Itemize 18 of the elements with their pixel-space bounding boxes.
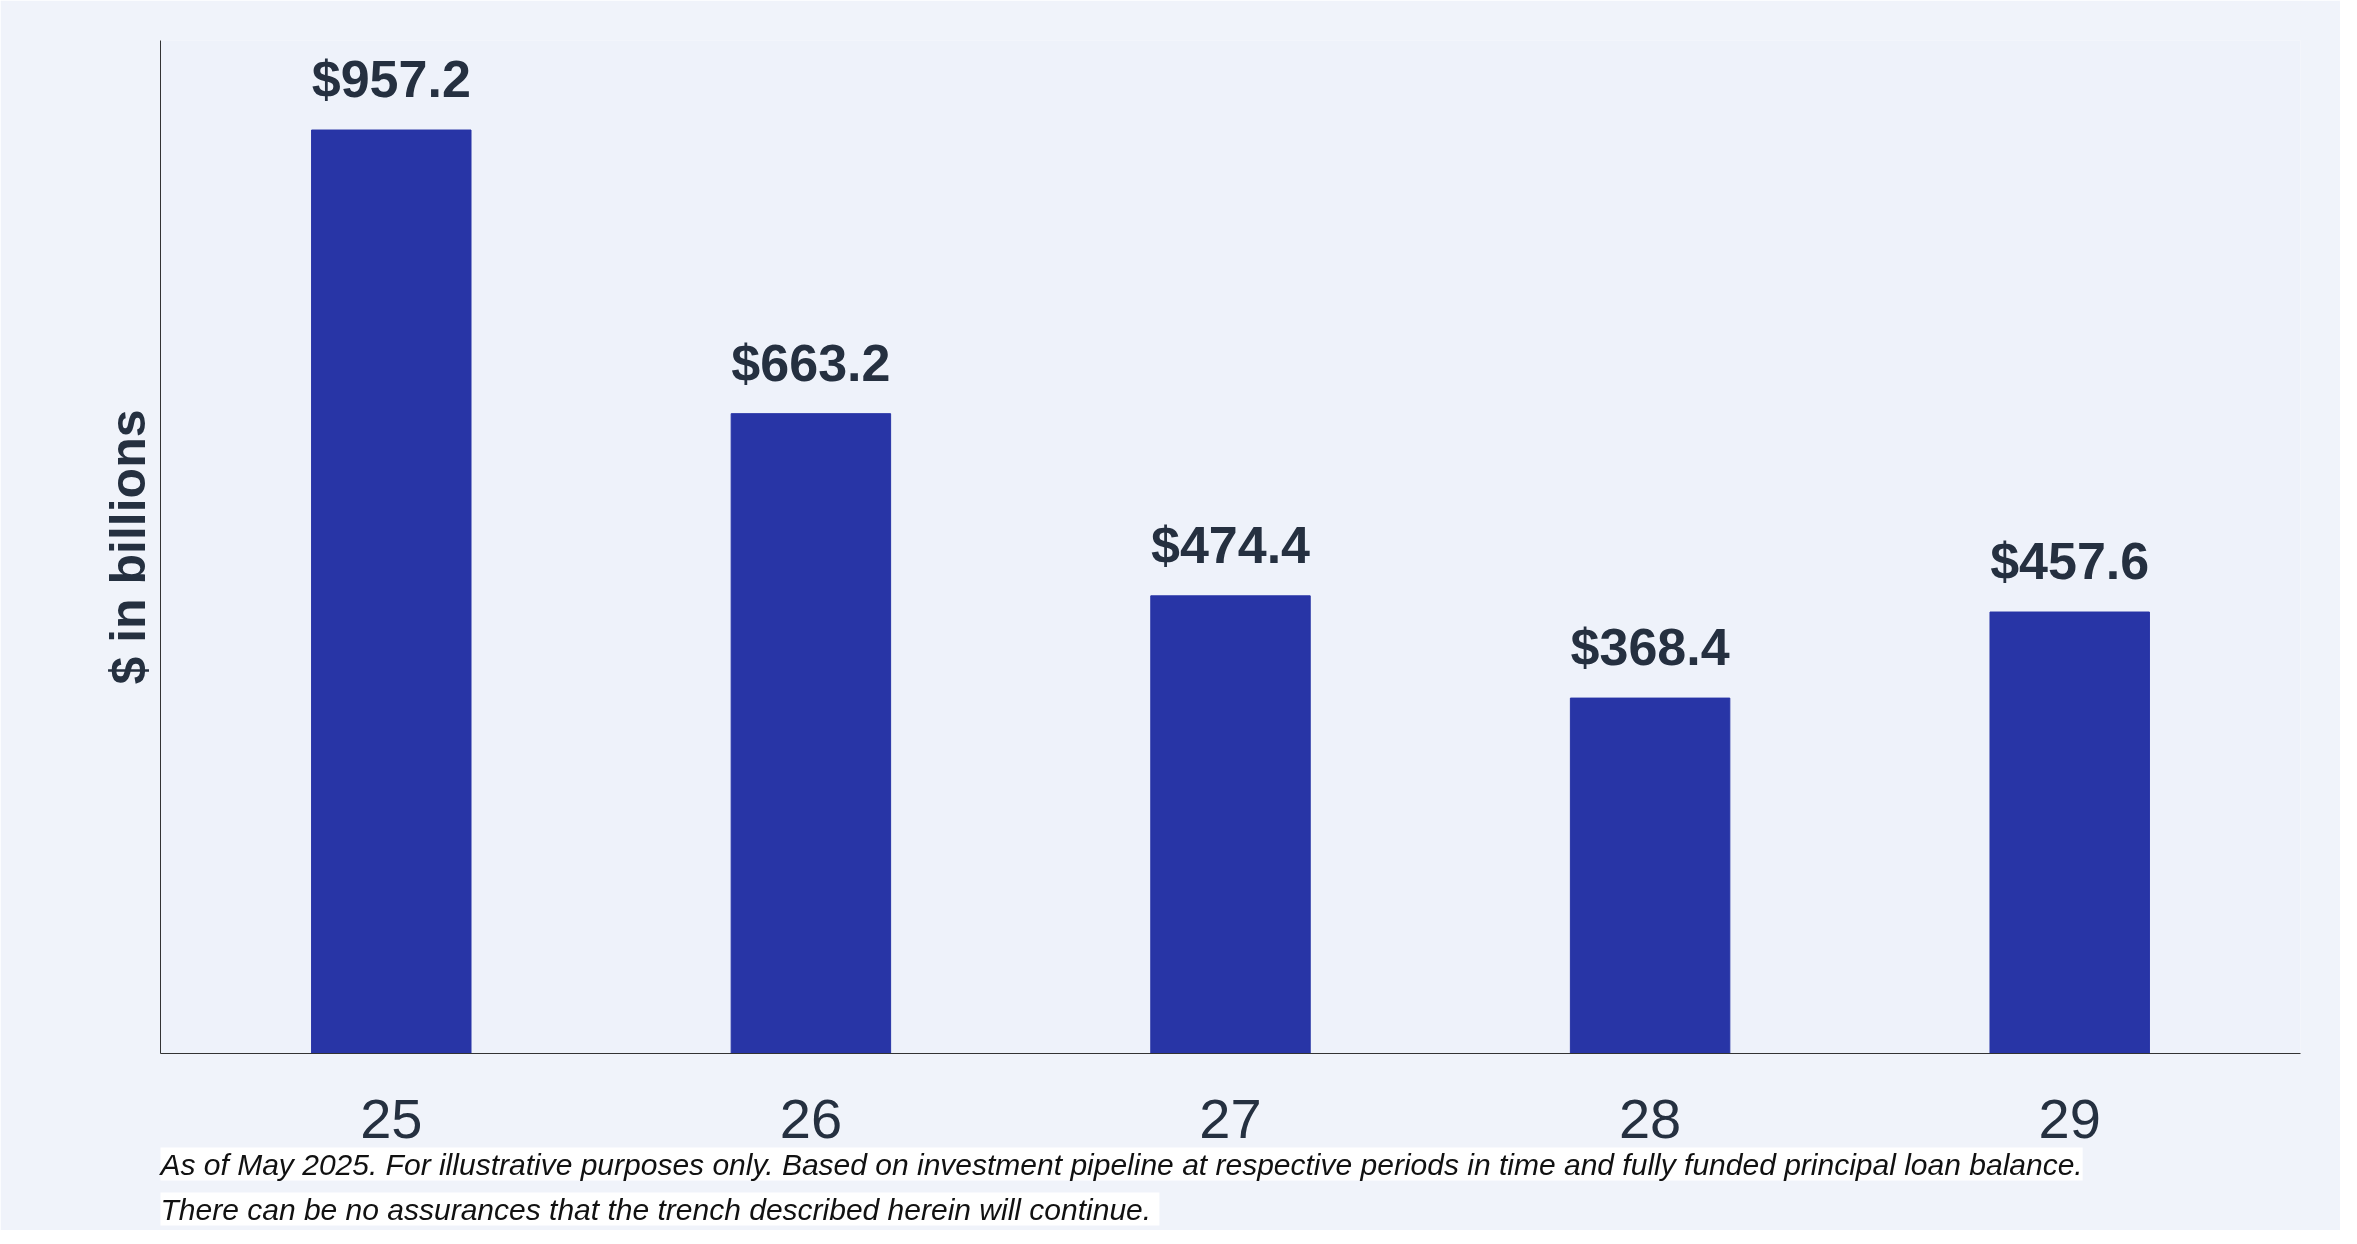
bar: [730, 413, 892, 1054]
bar: [311, 129, 472, 1054]
data-label: $457.6: [1990, 532, 2150, 591]
bar: [1989, 611, 2150, 1054]
text: There can be no assurances that the trench described herein will continue.: [160, 1192, 1152, 1226]
bar: [1150, 595, 1311, 1054]
x-tick-label: 29: [2038, 1086, 2101, 1150]
data-label: $663.2: [731, 333, 891, 392]
data-label: $957.2: [311, 50, 471, 109]
x-tick-label: 28: [1618, 1086, 1682, 1150]
bar: [1569, 697, 1731, 1054]
y-axis-title: $ in billions: [99, 409, 156, 685]
text: As of May 2025. For illustrative purposes only. Based on investment pipeline at respective periods in time and fully funded principal loan balance.: [158, 1147, 2083, 1181]
x-tick-label: 26: [779, 1086, 843, 1150]
data-label: $474.4: [1150, 515, 1311, 574]
x-tick-label: 27: [1199, 1086, 1262, 1150]
data-label: $368.4: [1570, 618, 1730, 677]
x-tick-label: 25: [360, 1086, 423, 1150]
